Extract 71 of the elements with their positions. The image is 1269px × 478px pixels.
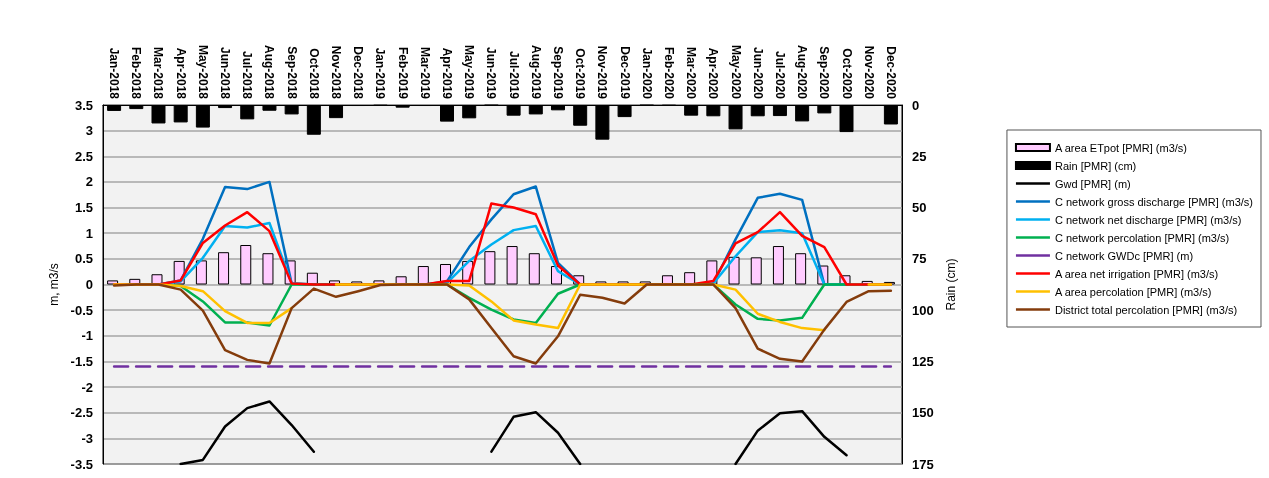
x-tick-label: Mar-2020 (684, 46, 699, 100)
x-tick-label: Apr-2019 (440, 47, 455, 100)
x-tick-label: Jan-2018 (107, 47, 122, 100)
y-tick-label: -2.5 (70, 405, 93, 421)
x-tick-label: Nov-2018 (329, 45, 344, 100)
legend-label: Rain [PMR] (cm) (1054, 159, 1137, 172)
x-tick-label: Jul-2019 (506, 50, 521, 100)
x-tick-label: May-2020 (728, 44, 743, 100)
x-tick-label: Aug-2019 (528, 44, 543, 100)
y-tick-label: -1.5 (70, 353, 93, 369)
x-tick-label: May-2018 (195, 44, 210, 100)
y-tick-label: 1 (85, 225, 93, 241)
y-tick-label: 0.5 (74, 251, 93, 267)
y-axis-title: m, m3/s (46, 263, 61, 306)
x-tick-label: Oct-2019 (573, 48, 588, 100)
x-tick-label: Sep-2018 (284, 46, 299, 100)
x-tick-label: Jan-2019 (373, 47, 388, 100)
legend-label: A area net irrigation [PMR] (m3/s) (1054, 267, 1219, 280)
legend-label: C network net discharge [PMR] (m3/s) (1054, 213, 1242, 226)
y2-tick-label: 150 (912, 405, 934, 421)
y-tick-label: 1.5 (74, 200, 93, 216)
legend-label: Gwd [PMR] (m) (1054, 177, 1131, 190)
y2-tick-label: 100 (912, 302, 934, 318)
y-tick-label: 2 (85, 174, 93, 190)
legend-label: A area percolation [PMR] (m3/s) (1054, 285, 1212, 298)
x-tick-label: Dec-2019 (617, 46, 632, 100)
x-tick-label: Aug-2020 (795, 44, 810, 100)
x-tick-label: Jun-2019 (484, 46, 499, 100)
y2-tick-label: 50 (912, 200, 927, 216)
y-tick-label: 3 (85, 123, 93, 139)
y-tick-label: -1 (81, 328, 93, 344)
x-tick-label: Jun-2020 (750, 46, 765, 100)
legend-label: A area ETpot [PMR] (m3/s) (1054, 141, 1187, 154)
y2-tick-label: 25 (912, 148, 927, 164)
x-tick-label: Feb-2019 (395, 46, 410, 100)
x-tick-label: Oct-2020 (839, 48, 854, 100)
legend-label: C network percolation [PMR] (m3/s) (1054, 231, 1230, 244)
y-tick-label: 3.5 (74, 97, 93, 113)
x-tick-label: Nov-2020 (861, 45, 876, 100)
x-tick-label: Jul-2020 (772, 50, 787, 100)
x-tick-label: Dec-2018 (351, 46, 366, 100)
y-tick-label: -2 (81, 379, 93, 395)
y2-tick-label: 175 (912, 456, 934, 472)
x-tick-label: Mar-2019 (417, 46, 432, 100)
x-tick-label: Jun-2018 (218, 46, 233, 100)
legend-label: C network gross discharge [PMR] (m3/s) (1054, 195, 1254, 208)
x-tick-label: Sep-2019 (550, 46, 565, 100)
x-tick-label: Aug-2018 (262, 44, 277, 100)
x-tick-label: Nov-2019 (595, 45, 610, 100)
y-tick-label: -3 (81, 430, 93, 446)
y2-tick-label: 0 (912, 97, 920, 113)
x-tick-label: Apr-2020 (706, 47, 721, 100)
legend-label: C network GWDc [PMR] (m) (1054, 249, 1194, 262)
legend-label: District total percolation [PMR] (m3/s) (1054, 303, 1238, 316)
x-tick-label: Jan-2020 (639, 47, 654, 100)
x-tick-label: Jul-2018 (240, 50, 255, 100)
x-tick-label: Feb-2018 (129, 46, 144, 100)
x-tick-label: Dec-2020 (883, 46, 898, 100)
y2-tick-label: 75 (912, 251, 927, 267)
y-tick-label: 2.5 (74, 148, 93, 164)
y-tick-label: -0.5 (70, 302, 93, 318)
y2-axis-title: Rain (cm) (943, 258, 958, 311)
y-tick-label: 0 (85, 277, 93, 292)
x-tick-label: Oct-2018 (306, 48, 321, 100)
x-tick-label: Apr-2018 (173, 47, 188, 100)
y-tick-label: -3.5 (70, 456, 93, 472)
y2-tick-label: 125 (912, 353, 934, 369)
x-tick-label: Feb-2020 (661, 46, 676, 100)
x-tick-label: Sep-2020 (817, 46, 832, 100)
x-tick-label: May-2019 (462, 44, 477, 100)
x-tick-label: Mar-2018 (151, 46, 166, 100)
